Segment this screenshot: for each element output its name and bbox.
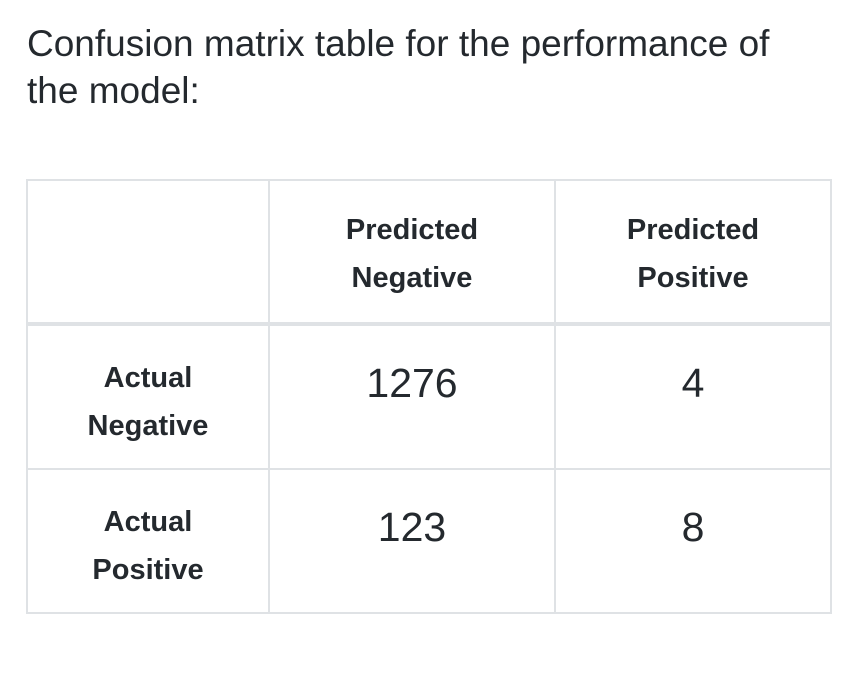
cell-value: 1276 <box>366 360 458 406</box>
corner-cell <box>26 179 270 326</box>
row-header-line: Actual <box>103 506 193 538</box>
row-header-line: Actual <box>103 362 193 394</box>
table-row: Actual Negative 1276 4 <box>26 323 832 470</box>
column-header-line: Predicted <box>345 214 479 246</box>
cell-true-negative: 1276 <box>268 323 556 470</box>
table-row: Actual Positive 123 8 <box>26 468 832 614</box>
column-header-predicted-negative: Predicted Negative <box>268 179 556 326</box>
cell-value: 123 <box>377 504 447 550</box>
confusion-matrix-table: Predicted Negative Predicted Positive Ac… <box>26 179 832 614</box>
cell-false-positive: 4 <box>554 323 832 470</box>
row-header-line: Positive <box>92 554 204 586</box>
cell-value: 8 <box>681 504 705 550</box>
cell-true-positive: 8 <box>554 468 832 614</box>
cell-value: 4 <box>681 360 705 406</box>
row-header-line: Negative <box>87 410 209 442</box>
column-header-line: Positive <box>637 262 749 294</box>
header-row: Predicted Negative Predicted Positive <box>26 179 832 326</box>
row-header-actual-negative: Actual Negative <box>26 323 270 470</box>
column-header-line: Predicted <box>626 214 760 246</box>
intro-paragraph: Confusion matrix table for the performan… <box>27 23 770 111</box>
cell-false-negative: 123 <box>268 468 556 614</box>
row-header-actual-positive: Actual Positive <box>26 468 270 614</box>
column-header-line: Negative <box>351 262 473 294</box>
column-header-predicted-positive: Predicted Positive <box>554 179 832 326</box>
